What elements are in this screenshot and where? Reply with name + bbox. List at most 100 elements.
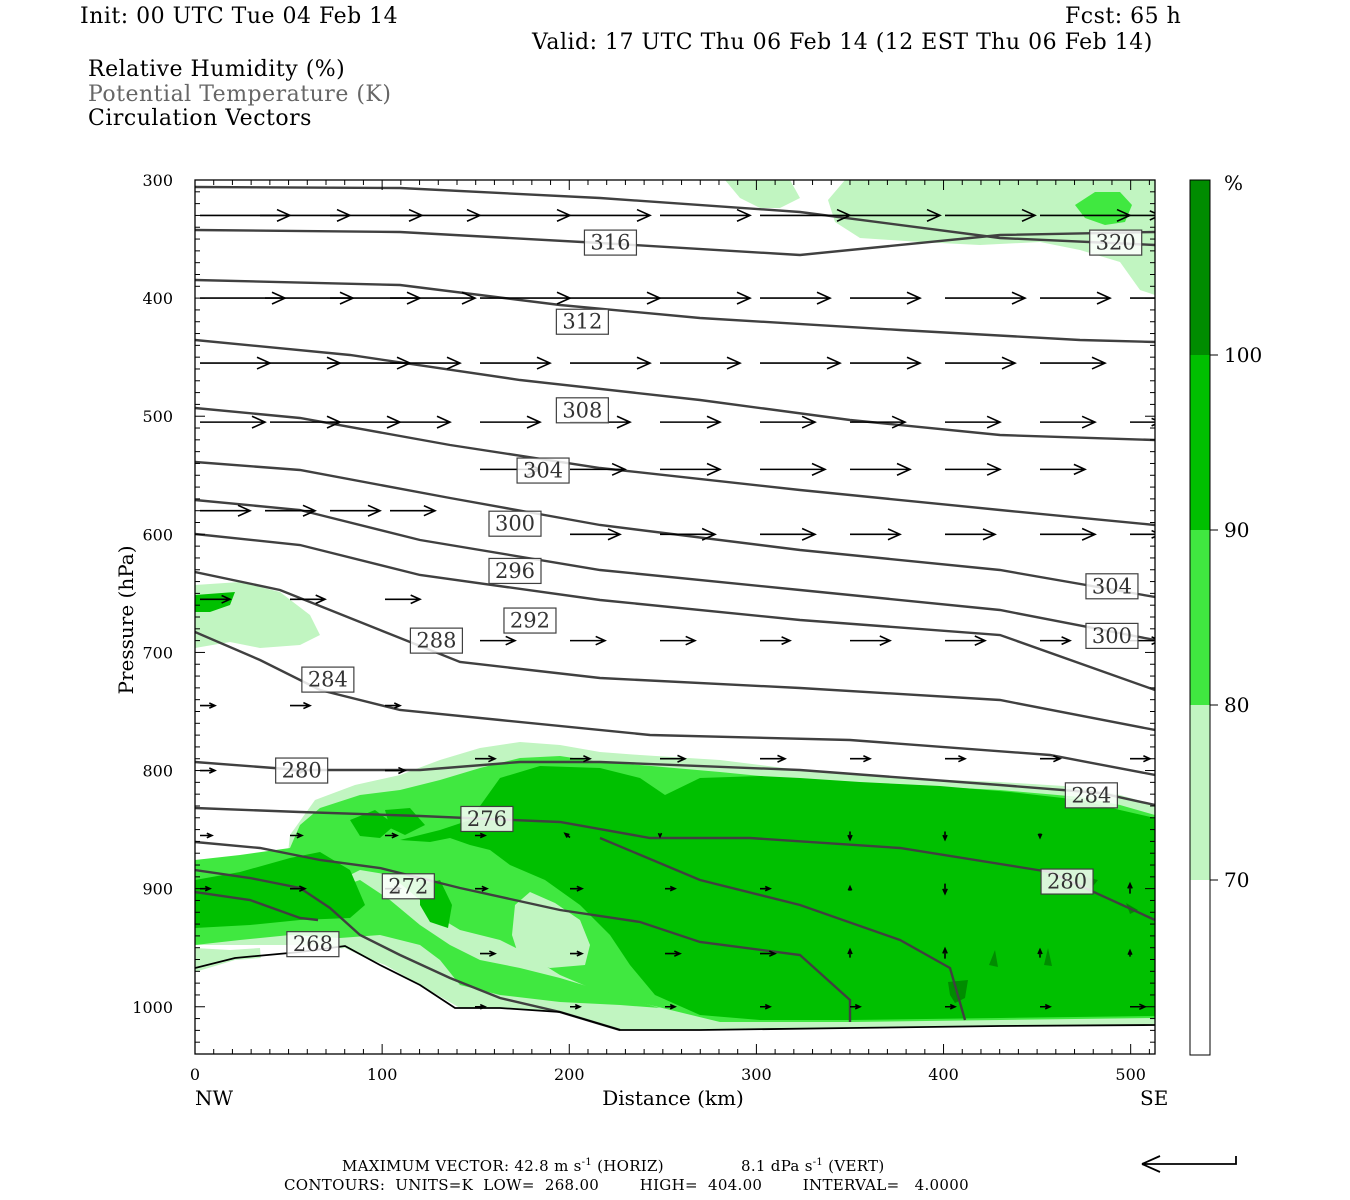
circulation-vector: [390, 208, 482, 223]
circulation-vector: [760, 415, 817, 429]
circulation-vector: [760, 356, 842, 370]
circulation-vector: [760, 527, 817, 541]
circulation-vector: [265, 356, 342, 370]
y-tick-label: 400: [142, 289, 173, 308]
y-tick-label: 600: [142, 525, 173, 544]
circulation-vector: [1040, 291, 1112, 305]
circulation-vector: [570, 1003, 582, 1010]
valid-time: Valid: 17 UTC Thu 06 Feb 14 (12 EST Thu …: [532, 30, 1153, 55]
x-axis-title: Distance (km): [602, 1086, 744, 1110]
circulation-vector: [942, 831, 948, 842]
svg-text:268: 268: [293, 932, 333, 956]
y-tick-label: 800: [142, 762, 173, 781]
circulation-vector: [385, 594, 422, 605]
x-tick-label: 100: [367, 1065, 398, 1084]
circulation-vector: [760, 291, 832, 305]
circulation-vector: [1037, 833, 1043, 840]
forecast-hour: Fcst: 65 h: [1065, 4, 1182, 29]
rh-70-patch-upper-left: [195, 582, 320, 648]
circulation-vector: [945, 1003, 957, 1010]
circulation-vector: [390, 504, 437, 517]
theta-contour-line: [195, 406, 1155, 527]
theta-contour-label: 304: [516, 457, 570, 484]
circulation-vector: [563, 832, 571, 839]
circulation-vector: [290, 885, 307, 892]
colorbar-segment-below: [1190, 880, 1210, 1055]
theta-contour-line: [195, 228, 1155, 257]
circulation-vector: [942, 946, 948, 959]
circulation-vector: [570, 885, 584, 892]
circulation-vector: [200, 415, 267, 429]
circulation-vector: [660, 356, 742, 370]
y-tick-label: 300: [142, 171, 173, 190]
circulation-vector: [945, 635, 987, 646]
rh-100-patch-e: [1044, 948, 1052, 966]
colorbar-segment-80: [1190, 530, 1210, 705]
legend-potential-temperature: Potential Temperature (K): [88, 82, 392, 107]
circulation-vector: [942, 883, 948, 896]
theta-contour-line: [195, 278, 1155, 344]
svg-text:308: 308: [562, 398, 602, 422]
x-end-right-label: SE: [1140, 1086, 1168, 1110]
unit-exponent: -1: [581, 1157, 592, 1168]
colorbar: % 70 80 90 100: [1189, 171, 1262, 1056]
circulation-vector: [660, 462, 722, 476]
y-tick-label: 1000: [132, 998, 173, 1017]
circulation-vector: [570, 462, 627, 476]
circulation-vector: [200, 594, 232, 604]
circulation-vector: [945, 208, 1037, 223]
circulation-vector: [760, 950, 777, 957]
theta-contour-label: 292: [503, 607, 557, 634]
svg-text:288: 288: [416, 629, 456, 653]
circulation-vector: [850, 528, 902, 541]
circulation-vector: [850, 291, 922, 305]
circulation-vector: [660, 291, 752, 305]
theta-contour-label: 296: [488, 557, 542, 585]
footer-max-vector: MAXIMUM VECTOR: 42.8 m s-1 (HORIZ) 8.1 d…: [342, 1157, 884, 1175]
circulation-vector: [385, 832, 399, 839]
theta-contour-label: 284: [301, 666, 355, 693]
circulation-vector: [945, 755, 967, 763]
circulation-vector: [1040, 356, 1107, 370]
circulation-vector: [480, 208, 572, 223]
circulation-vector: [265, 504, 317, 517]
legend-circulation-vectors: Circulation Vectors: [88, 106, 312, 131]
circulation-vector: [847, 947, 853, 958]
reference-vector-arrow: [1141, 1155, 1237, 1173]
circulation-vector: [480, 950, 497, 957]
rh-80-patch-top-right: [1075, 192, 1132, 225]
circulation-vector: [1040, 415, 1097, 429]
circulation-vector: [480, 356, 552, 370]
circulation-vector: [480, 415, 542, 429]
circulation-vector: [475, 832, 487, 839]
circulation-vector: [847, 884, 853, 891]
y-tick-label: 700: [142, 643, 173, 662]
theta-contour-label: 268: [286, 931, 340, 958]
legend-relative-humidity: Relative Humidity (%): [88, 57, 346, 82]
theta-contour-line: [195, 185, 1155, 247]
circulation-vector: [945, 291, 1027, 305]
colorbar-label: 80: [1224, 693, 1249, 717]
circulation-vector: [330, 504, 382, 517]
x-tick-label: 0: [190, 1065, 200, 1084]
circulation-vector: [945, 415, 1002, 429]
colorbar-segment-100: [1190, 180, 1210, 355]
circulation-vector: [1040, 1003, 1052, 1010]
rh-70-patch-top: [725, 180, 800, 208]
svg-text:280: 280: [282, 759, 322, 783]
theta-contour-label: 276: [460, 805, 514, 833]
circulation-vector: [1040, 463, 1087, 476]
theta-contour-line: [195, 460, 1155, 599]
circulation-vector: [1127, 881, 1133, 894]
rh-90-patch-mid: [350, 810, 395, 838]
svg-text:272: 272: [388, 874, 428, 898]
circulation-vector: [475, 755, 497, 763]
theta-contour-label: 284: [1064, 782, 1118, 809]
rh-70-hole-mid: [512, 892, 590, 968]
circulation-vector: [760, 462, 827, 476]
circulation-vector: [475, 885, 489, 892]
circulation-vector: [660, 754, 687, 763]
colorbar-frame: [1189, 179, 1211, 1056]
x-tick-label: 200: [554, 1065, 585, 1084]
circulation-vector: [570, 635, 607, 646]
